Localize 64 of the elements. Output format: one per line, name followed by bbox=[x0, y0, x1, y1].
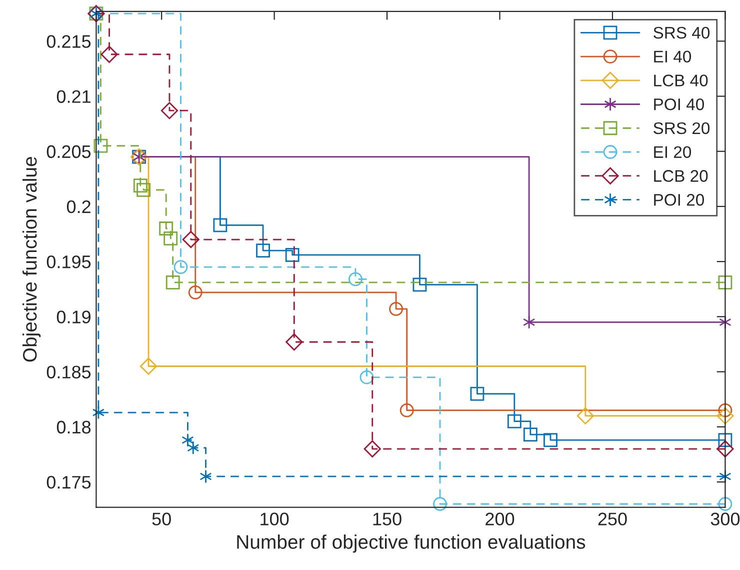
legend-label: POI 40 bbox=[654, 98, 704, 110]
x-axis-title: Number of objective function evaluations bbox=[237, 534, 586, 553]
point bbox=[92, 406, 105, 420]
point bbox=[188, 285, 202, 300]
x-tick-label: 200 bbox=[486, 512, 514, 526]
point bbox=[159, 222, 174, 236]
point bbox=[133, 178, 148, 192]
point bbox=[400, 403, 414, 418]
legend-label: EI 20 bbox=[654, 146, 692, 158]
y-tick-label: 0.21 bbox=[56, 90, 90, 103]
legend-label: LCB 20 bbox=[654, 170, 708, 182]
point bbox=[100, 46, 118, 63]
point bbox=[716, 440, 734, 458]
point bbox=[213, 218, 228, 232]
point bbox=[136, 182, 150, 197]
point bbox=[522, 315, 536, 330]
point bbox=[256, 244, 270, 258]
x-tick-label: 250 bbox=[598, 512, 627, 526]
point bbox=[160, 102, 178, 120]
legend-label: SRS 40 bbox=[654, 26, 710, 39]
legend-label: EI 40 bbox=[654, 50, 692, 63]
point bbox=[523, 428, 538, 442]
point bbox=[433, 497, 447, 511]
point bbox=[174, 260, 188, 274]
point bbox=[187, 440, 200, 455]
point bbox=[718, 497, 732, 511]
y-tick-label: 0.19 bbox=[56, 310, 90, 324]
point bbox=[140, 358, 158, 375]
y-tick-label: 0.195 bbox=[46, 255, 91, 268]
point bbox=[200, 470, 212, 484]
legend-label: POI 20 bbox=[654, 194, 704, 206]
point bbox=[389, 302, 403, 316]
point bbox=[470, 386, 484, 401]
y-tick-label: 0.175 bbox=[46, 476, 91, 489]
y-tick-label: 0.2 bbox=[66, 200, 90, 214]
x-tick-label: 50 bbox=[152, 512, 171, 526]
point bbox=[718, 403, 732, 418]
point bbox=[182, 230, 200, 248]
legend-label: SRS 20 bbox=[654, 122, 710, 134]
y-axis-title: Objective function value bbox=[22, 156, 41, 362]
point bbox=[507, 414, 522, 428]
point bbox=[718, 433, 732, 448]
point bbox=[364, 440, 381, 458]
x-tick-label: 300 bbox=[710, 512, 740, 526]
point bbox=[544, 433, 558, 448]
point bbox=[360, 370, 374, 384]
point bbox=[576, 407, 594, 424]
point bbox=[166, 276, 180, 290]
point bbox=[94, 138, 108, 153]
point bbox=[182, 433, 194, 448]
y-tick-label: 0.205 bbox=[46, 145, 91, 158]
y-tick-label: 0.185 bbox=[46, 366, 91, 378]
point bbox=[285, 248, 300, 262]
x-tick-label: 150 bbox=[373, 512, 402, 526]
point bbox=[412, 278, 427, 292]
y-tick-label: 0.215 bbox=[46, 35, 91, 48]
point bbox=[716, 407, 734, 424]
point bbox=[348, 272, 362, 286]
x-tick-label: 100 bbox=[260, 512, 289, 526]
point bbox=[286, 333, 303, 351]
y-tick-label: 0.18 bbox=[56, 420, 91, 434]
point bbox=[718, 276, 732, 290]
point bbox=[164, 231, 178, 246]
legend-label: LCB 40 bbox=[654, 74, 708, 86]
